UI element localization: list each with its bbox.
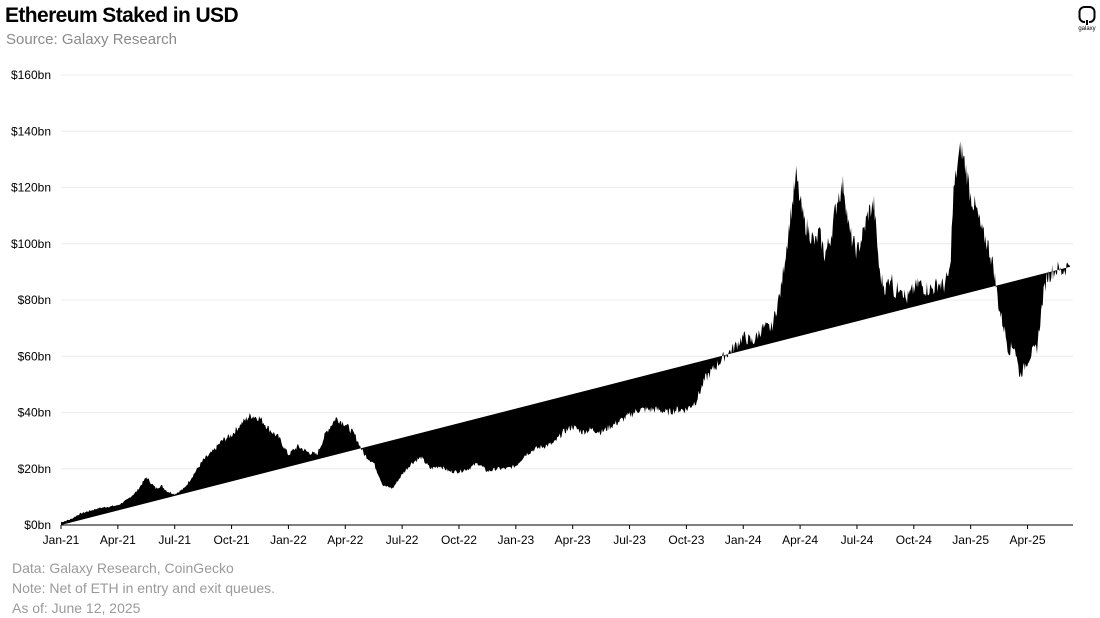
- x-tick-label: Jul-24: [841, 533, 874, 547]
- axes: $0bn $20bn $40bn $60bn $80bn $100bn $120bn $140…: [11, 68, 1073, 547]
- galaxy-logo: galaxy: [1074, 5, 1100, 35]
- footnote-as-of: As of: June 12, 2025: [12, 600, 141, 616]
- x-tick-label: Oct-21: [214, 533, 250, 547]
- area-chart: $0bn $20bn $40bn $60bn $80bn $100bn $120bn $140…: [11, 68, 1073, 547]
- x-tick-label: Apr-24: [782, 533, 818, 547]
- footnote-data-source: Data: Galaxy Research, CoinGecko: [12, 560, 234, 576]
- x-tick-label: Jul-23: [613, 533, 646, 547]
- chart-subtitle: Source: Galaxy Research: [6, 31, 177, 48]
- x-tick-label: Jul-21: [158, 533, 191, 547]
- x-tick-label: Apr-22: [327, 533, 363, 547]
- x-tick-label: Apr-23: [555, 533, 591, 547]
- y-tick-label: $160bn: [11, 68, 51, 82]
- series-area-layer: [61, 141, 1071, 525]
- x-tick-label: Oct-22: [441, 533, 477, 547]
- footnote-note: Note: Net of ETH in entry and exit queue…: [12, 580, 276, 596]
- y-tick-label: $0bn: [24, 518, 51, 532]
- y-tick-label: $100bn: [11, 237, 51, 251]
- x-tick-label: Jan-25: [952, 533, 989, 547]
- x-tick-label: Oct-23: [668, 533, 704, 547]
- x-tick-label: Jan-22: [270, 533, 307, 547]
- y-tick-label: $60bn: [18, 349, 51, 363]
- x-tick-label: Jan-21: [43, 533, 80, 547]
- y-tick-label: $20bn: [18, 462, 51, 476]
- x-tick-label: Jan-23: [497, 533, 534, 547]
- galaxy-logo-text: galaxy: [1078, 26, 1096, 32]
- y-tick-label: $120bn: [11, 181, 51, 195]
- chart-title: Ethereum Staked in USD: [5, 4, 239, 27]
- y-tick-label: $40bn: [18, 406, 51, 420]
- series-area: [61, 141, 1071, 525]
- x-tick-label: Oct-24: [896, 533, 932, 547]
- x-tick-label: Apr-25: [1010, 533, 1046, 547]
- footnotes: Data: Galaxy Research, CoinGecko Note: N…: [12, 558, 275, 618]
- galaxy-logo-icon: [1078, 6, 1096, 25]
- x-tick-label: Jul-22: [386, 533, 419, 547]
- x-tick-label: Apr-21: [100, 533, 136, 547]
- y-tick-label: $140bn: [11, 124, 51, 138]
- x-tick-label: Jan-24: [725, 533, 762, 547]
- y-tick-label: $80bn: [18, 293, 51, 307]
